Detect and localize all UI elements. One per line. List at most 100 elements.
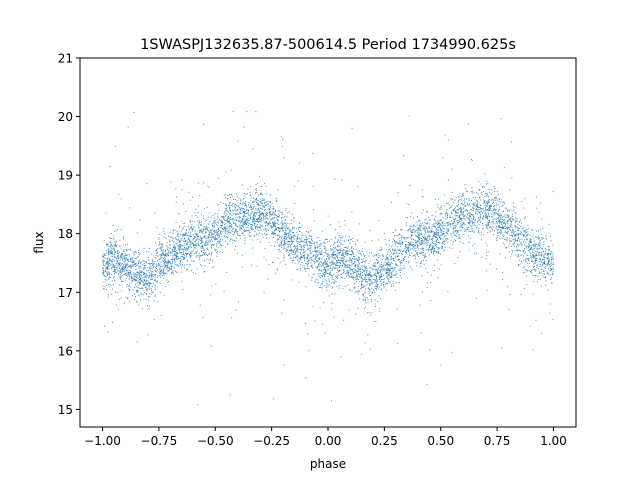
- data-point: [188, 231, 189, 233]
- data-point: [471, 230, 473, 232]
- data-point: [380, 265, 381, 267]
- data-point: [514, 249, 516, 251]
- data-point: [256, 224, 258, 225]
- data-point: [539, 246, 541, 248]
- data-point: [393, 235, 395, 237]
- data-point: [242, 216, 244, 218]
- data-point: [478, 229, 479, 231]
- data-point: [182, 234, 184, 235]
- data-point: [151, 262, 153, 264]
- data-point: [477, 221, 479, 223]
- data-point: [187, 268, 189, 270]
- data-point: [125, 260, 126, 262]
- data-point: [479, 213, 481, 215]
- data-point: [446, 215, 448, 217]
- data-point: [320, 254, 322, 255]
- data-point: [413, 224, 415, 226]
- data-point: [489, 206, 491, 208]
- data-point: [454, 208, 456, 210]
- data-point: [458, 216, 460, 218]
- data-point: [333, 263, 334, 265]
- data-point: [546, 252, 548, 254]
- data-point: [204, 237, 206, 239]
- data-point: [355, 249, 357, 251]
- data-point: [507, 231, 509, 233]
- data-point: [361, 275, 363, 277]
- data-point: [252, 247, 254, 249]
- data-point: [191, 223, 193, 225]
- data-point: [301, 261, 303, 263]
- data-point: [316, 266, 318, 268]
- data-point: [483, 216, 484, 217]
- data-point: [184, 225, 186, 227]
- data-point: [232, 110, 234, 112]
- data-point: [218, 237, 220, 239]
- data-point: [226, 214, 228, 216]
- data-point: [437, 230, 439, 231]
- data-point: [337, 257, 339, 259]
- data-point: [394, 240, 396, 242]
- data-point: [347, 248, 349, 249]
- data-point: [334, 280, 336, 282]
- data-point: [340, 242, 342, 244]
- data-point: [421, 235, 423, 237]
- data-point: [525, 275, 527, 277]
- data-point: [156, 269, 158, 271]
- data-point: [189, 255, 191, 257]
- data-point: [323, 255, 325, 257]
- data-point: [439, 208, 441, 210]
- data-point: [111, 280, 113, 282]
- data-point: [399, 241, 401, 243]
- data-point: [400, 274, 401, 276]
- data-point: [509, 189, 510, 191]
- data-point: [496, 240, 498, 241]
- data-point: [335, 246, 337, 248]
- data-point: [388, 269, 390, 271]
- data-point: [405, 260, 407, 262]
- data-point: [522, 233, 524, 235]
- data-point: [213, 243, 215, 245]
- data-point: [342, 252, 344, 254]
- data-point: [180, 261, 181, 263]
- data-point: [270, 225, 272, 227]
- data-point: [178, 265, 180, 267]
- data-point: [150, 279, 151, 281]
- data-point: [439, 225, 441, 227]
- data-point: [437, 222, 439, 224]
- data-point: [208, 234, 210, 236]
- data-point: [308, 235, 310, 237]
- data-point: [431, 239, 433, 240]
- data-point: [513, 242, 515, 244]
- data-point: [151, 267, 153, 269]
- data-point: [170, 266, 172, 268]
- data-point: [423, 224, 425, 226]
- data-point: [285, 235, 287, 237]
- data-point: [538, 235, 540, 237]
- data-point: [102, 258, 104, 260]
- data-point: [127, 298, 129, 300]
- data-point: [438, 237, 440, 238]
- data-point: [317, 255, 319, 257]
- data-point: [336, 241, 338, 243]
- data-point: [397, 258, 399, 260]
- data-point: [136, 277, 138, 278]
- data-point: [327, 273, 329, 274]
- data-point: [264, 209, 265, 211]
- data-point: [450, 240, 452, 242]
- data-point: [432, 225, 434, 227]
- data-point: [273, 237, 275, 238]
- data-point: [266, 211, 268, 213]
- data-point: [544, 248, 546, 250]
- data-point: [381, 276, 383, 278]
- data-point: [290, 239, 292, 241]
- data-point: [410, 242, 412, 244]
- data-point: [525, 268, 527, 270]
- data-point: [398, 255, 400, 257]
- data-point: [496, 268, 498, 270]
- data-point: [230, 222, 231, 224]
- data-point: [470, 209, 472, 211]
- data-point: [103, 272, 105, 274]
- data-point: [491, 200, 493, 202]
- data-point: [272, 214, 274, 216]
- data-point: [497, 204, 499, 206]
